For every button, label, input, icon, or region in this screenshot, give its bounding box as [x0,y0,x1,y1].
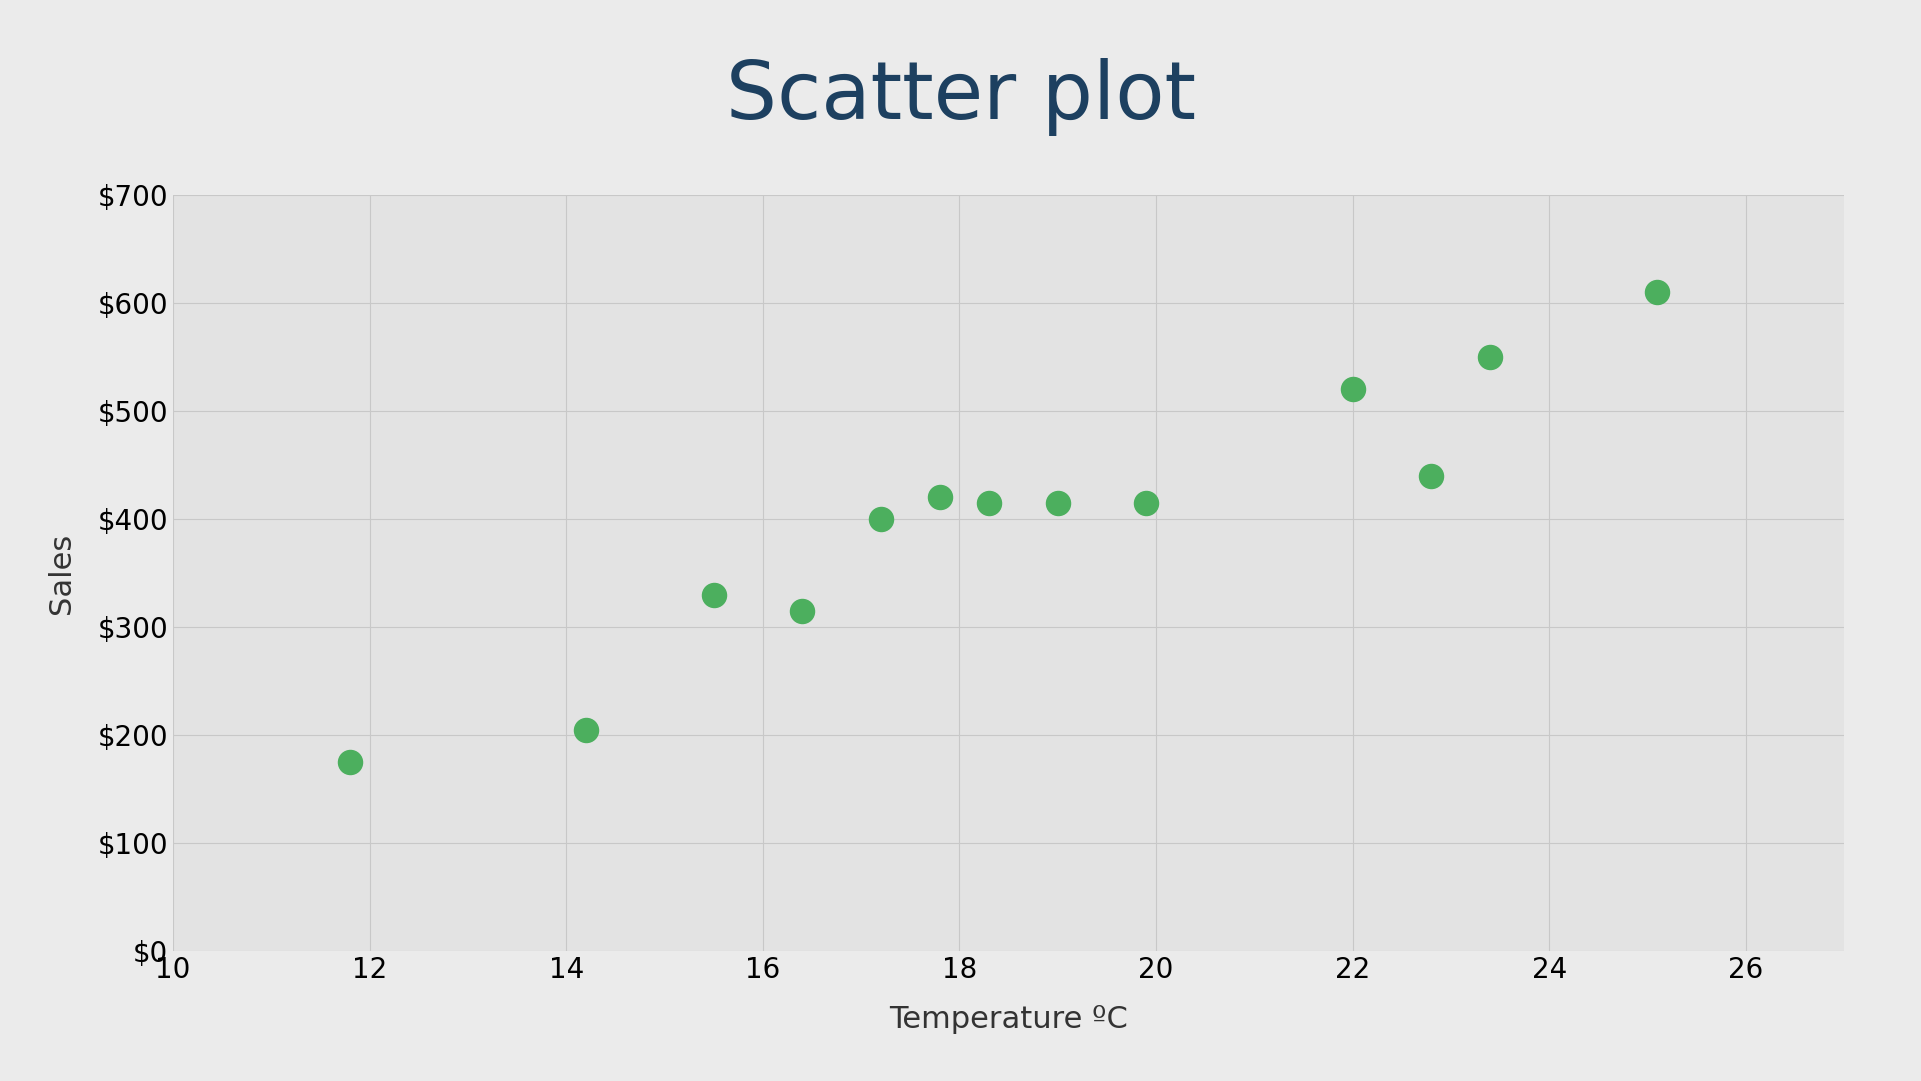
Y-axis label: Sales: Sales [48,532,77,614]
Point [1475,348,1506,365]
Point [864,510,895,528]
Point [974,494,1005,511]
Point [571,721,601,738]
X-axis label: Temperature ºC: Temperature ºC [889,1005,1128,1033]
Point [1337,381,1368,398]
Point [1043,494,1074,511]
Point [924,489,955,506]
Text: Scatter plot: Scatter plot [726,58,1195,136]
Point [1642,283,1673,301]
Point [1416,467,1447,484]
Point [334,753,365,771]
Point [788,602,818,619]
Point [1131,494,1162,511]
Point [697,586,728,603]
